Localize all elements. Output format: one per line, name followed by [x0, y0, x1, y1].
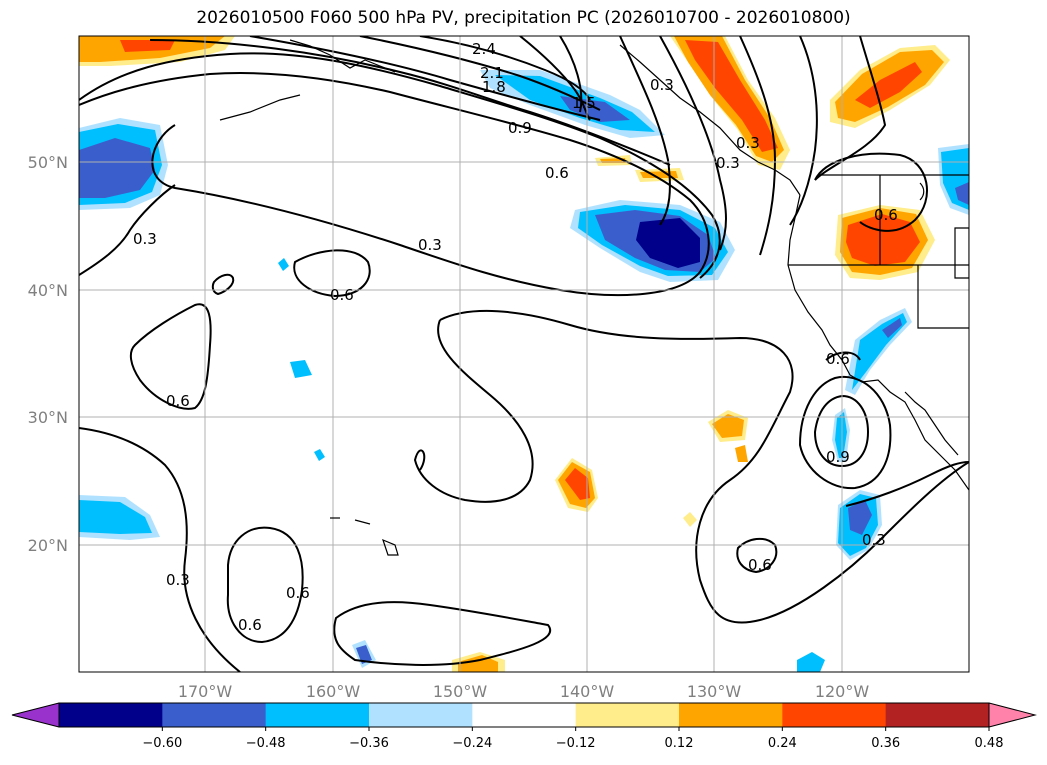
plot-frame	[78, 35, 970, 673]
svg-text:0.6: 0.6	[748, 556, 772, 574]
colorbar: −0.60 −0.48 −0.36 −0.24 −0.12 0.12 0.24 0.36 0.4…	[11, 702, 1037, 751]
colorbar-bin	[782, 703, 887, 727]
svg-text:0.3: 0.3	[650, 76, 674, 94]
svg-text:0.3: 0.3	[166, 571, 190, 589]
svg-text:0.6: 0.6	[545, 164, 569, 182]
lat-label-40n: 40°N	[28, 281, 68, 300]
colorbar-bin	[59, 703, 163, 727]
colorbar-extend-high	[989, 703, 1035, 727]
lat-labels: 50°N 40°N 30°N 20°N	[28, 153, 68, 555]
colorbar-tick-label: −0.12	[556, 736, 596, 751]
lon-label-150w: 150°W	[433, 682, 488, 701]
colorbar-bin	[472, 703, 577, 727]
colorbar-bin	[369, 703, 473, 727]
lat-label-50n: 50°N	[28, 153, 68, 172]
colorbar-bin	[575, 703, 680, 727]
svg-text:0.3: 0.3	[862, 531, 886, 549]
svg-text:0.6: 0.6	[330, 286, 354, 304]
svg-text:0.6: 0.6	[286, 584, 310, 602]
lon-labels: 170°W 160°W 150°W 140°W 130°W 120°W	[178, 682, 870, 701]
svg-text:0.9: 0.9	[826, 448, 850, 466]
lat-label-30n: 30°N	[28, 408, 68, 427]
contour-labels: 2.4 2.1 1.8 1.5 0.9 0.6 0.3 0.3 0.3 0.6 …	[133, 40, 898, 634]
svg-text:0.6: 0.6	[874, 206, 898, 224]
lon-label-170w: 170°W	[178, 682, 233, 701]
colorbar-tick-label: 0.48	[975, 736, 1004, 751]
svg-text:0.3: 0.3	[736, 134, 760, 152]
colorbar-tick-label: 0.24	[768, 736, 797, 751]
svg-text:0.6: 0.6	[166, 392, 190, 410]
colorbar-bin	[679, 703, 783, 727]
svg-text:2.4: 2.4	[472, 40, 496, 58]
colorbar-tick-label: 0.12	[665, 736, 694, 751]
svg-text:0.3: 0.3	[418, 236, 442, 254]
colorbar-extend-low	[12, 703, 59, 727]
colorbar-tick-label: −0.48	[246, 736, 286, 751]
svg-text:0.3: 0.3	[133, 230, 157, 248]
colorbar-bin	[265, 703, 370, 727]
colorbar-bin	[885, 703, 990, 727]
lon-label-160w: 160°W	[306, 682, 361, 701]
colorbar-bin	[162, 703, 267, 727]
colorbar-tick-label: 0.36	[871, 736, 900, 751]
pv-contours	[79, 36, 969, 672]
precip-shading	[79, 36, 969, 672]
svg-text:0.6: 0.6	[238, 616, 262, 634]
colorbar-tick-label: −0.60	[142, 736, 182, 751]
colorbar-tick-label: −0.36	[349, 736, 389, 751]
lon-label-140w: 140°W	[560, 682, 615, 701]
svg-text:1.8: 1.8	[482, 78, 506, 96]
svg-text:2.1: 2.1	[480, 64, 504, 82]
coastlines	[219, 39, 969, 556]
lon-label-120w: 120°W	[815, 682, 870, 701]
svg-text:0.9: 0.9	[508, 119, 532, 137]
svg-text:1.5: 1.5	[572, 94, 596, 112]
map-title: 2026010500 F060 500 hPa PV, precipitatio…	[196, 8, 851, 28]
colorbar-tick-label: −0.24	[452, 736, 492, 751]
graticule	[79, 36, 969, 672]
svg-text:0.3: 0.3	[716, 154, 740, 172]
lat-label-20n: 20°N	[28, 536, 68, 555]
svg-text:0.6: 0.6	[826, 350, 850, 368]
lon-label-130w: 130°W	[687, 682, 742, 701]
